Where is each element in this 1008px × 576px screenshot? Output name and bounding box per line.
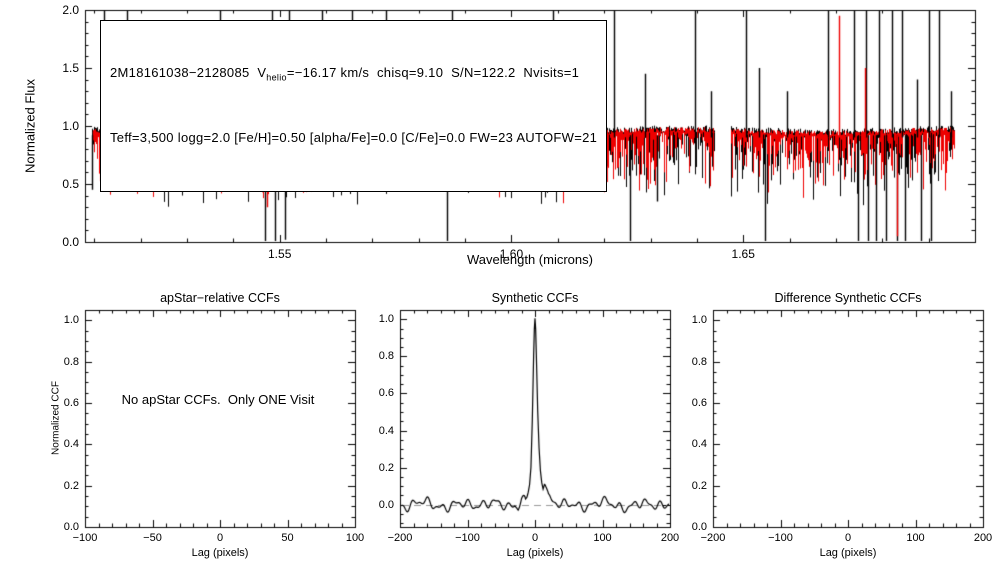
x-tick-label: 1.55 — [268, 247, 292, 261]
x-tick-label: 100 — [345, 532, 365, 544]
x-tick-label: −200 — [700, 532, 726, 544]
y-tick-label: 1.0 — [63, 314, 79, 327]
y-tick-label: 0.8 — [378, 350, 394, 363]
y-tick-label: 0.0 — [62, 235, 79, 249]
y-tick-label: 1.0 — [62, 119, 79, 133]
y-tick-label: 0.6 — [691, 397, 707, 409]
lag-axis-label-apstar: Lag (pixels) — [191, 547, 249, 559]
x-tick-label: 200 — [973, 532, 993, 544]
no-apstar-ccf-message: No apStar CCFs. Only ONE Visit — [121, 392, 315, 407]
x-tick-label: 0 — [844, 532, 852, 544]
lag-axis-label-difference: Lag (pixels) — [819, 547, 877, 559]
flux-axis-label: Normalized Flux — [22, 79, 38, 173]
x-tick-label: −50 — [143, 532, 162, 544]
x-tick-label: 0 — [216, 532, 224, 544]
helio-subscript: helio — [266, 72, 287, 83]
apstar-ccf-panel-title: apStar−relative CCFs — [160, 291, 280, 305]
velocity-chisq-sn-nvisits: =−16.17 km/s chisq=9.10 S/N=122.2 Nvisit… — [286, 65, 580, 80]
y-tick-label: 0.4 — [63, 438, 79, 451]
y-tick-label: 1.0 — [691, 314, 707, 327]
difference-ccf-panel-title: Difference Synthetic CCFs — [774, 291, 922, 305]
y-tick-label: 0.5 — [62, 177, 79, 191]
x-tick-label: 100 — [593, 532, 612, 544]
y-tick-label: 0.8 — [63, 355, 79, 368]
wavelength-axis-label: Wavelength (microns) — [467, 252, 593, 267]
star-info-line-1: 2M18161038−2128085 Vhelio=−16.17 km/s ch… — [110, 63, 597, 88]
x-tick-label: −100 — [768, 532, 793, 544]
y-tick-label: 0.2 — [378, 461, 394, 474]
synthetic-ccf-panel-title: Synthetic CCFs — [491, 291, 579, 305]
y-tick-label: 0.0 — [378, 498, 394, 511]
x-tick-label: 200 — [660, 532, 680, 544]
lag-axis-label-synthetic: Lag (pixels) — [506, 547, 564, 559]
y-tick-label: 0.0 — [691, 521, 707, 533]
star-id-and-velocity: 2M18161038−2128085 V — [110, 65, 267, 80]
x-tick-label: 0 — [531, 532, 539, 544]
y-tick-label: 0.2 — [691, 479, 707, 492]
y-tick-label: 0.6 — [63, 397, 79, 409]
star-info-box: 2M18161038−2128085 Vhelio=−16.17 km/s ch… — [100, 20, 608, 192]
y-tick-label: 1.5 — [62, 61, 79, 75]
x-tick-label: −100 — [72, 532, 98, 544]
y-tick-label: 0.4 — [378, 424, 394, 437]
y-tick-label: 0.8 — [691, 355, 707, 368]
x-tick-label: 1.60 — [499, 247, 524, 261]
y-tick-label: 0.6 — [378, 387, 394, 400]
x-tick-label: 1.65 — [731, 247, 755, 261]
x-tick-label: −200 — [387, 532, 413, 544]
y-tick-label: 0.4 — [691, 438, 707, 451]
ccf-axis-label: Normalized CCF — [50, 381, 62, 455]
y-tick-label: 2.0 — [62, 3, 79, 17]
y-tick-label: 0.2 — [63, 479, 79, 492]
x-tick-label: −100 — [455, 532, 480, 544]
star-info-line-2: Teff=3,500 logg=2.0 [Fe/H]=0.50 [alpha/F… — [110, 129, 598, 145]
y-tick-label: 0.0 — [63, 521, 79, 533]
x-tick-label: 100 — [906, 532, 925, 544]
x-tick-label: 50 — [281, 532, 294, 544]
y-tick-label: 1.0 — [378, 313, 394, 326]
